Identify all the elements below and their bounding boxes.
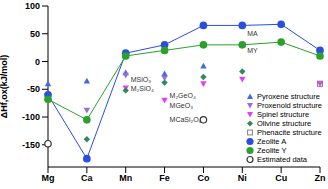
svg-text:Ca: Ca: [81, 173, 93, 183]
svg-text:MCaSi₂O₆: MCaSi₂O₆: [170, 116, 202, 123]
svg-text:Fe: Fe: [159, 173, 170, 183]
svg-text:100: 100: [25, 1, 40, 11]
svg-text:ΔHf,ox(kJ/mol): ΔHf,ox(kJ/mol): [8, 55, 9, 118]
svg-text:MY: MY: [247, 47, 258, 54]
svg-text:M₂SiO₄: M₂SiO₄: [131, 85, 154, 92]
svg-text:Mg: Mg: [42, 173, 55, 183]
svg-text:MA: MA: [247, 30, 258, 37]
svg-text:Zn: Zn: [315, 173, 321, 183]
html-text:Zeolite Y: Zeolite Y: [257, 146, 287, 155]
html-text:Pyroxene structure: Pyroxene structure: [257, 92, 320, 101]
svg-text:Co: Co: [197, 173, 209, 183]
html-text:Phenacite structure: Phenacite structure: [257, 128, 322, 137]
svg-text:Mn: Mn: [119, 173, 132, 183]
html-text:Spinel structure: Spinel structure: [257, 110, 310, 119]
html-text:Olivine structure: Olivine structure: [257, 119, 312, 128]
html-text:Estimated data: Estimated data: [257, 155, 307, 164]
html-text:Zeolite A: Zeolite A: [257, 137, 287, 146]
svg-text:50: 50: [30, 29, 40, 39]
svg-text:Ni: Ni: [238, 173, 247, 183]
svg-text:-50: -50: [27, 84, 40, 94]
svg-text:MGeO₃: MGeO₃: [170, 102, 194, 109]
html-text:Proxenoid structure: Proxenoid structure: [257, 101, 322, 110]
svg-text:M₂GeO₄: M₂GeO₄: [170, 92, 196, 99]
svg-text:Cu: Cu: [275, 173, 287, 183]
svg-text:-100: -100: [22, 112, 40, 122]
svg-text:-150: -150: [22, 140, 40, 150]
svg-text:MSiO₃: MSiO₃: [131, 76, 152, 83]
svg-text:0: 0: [35, 57, 40, 67]
